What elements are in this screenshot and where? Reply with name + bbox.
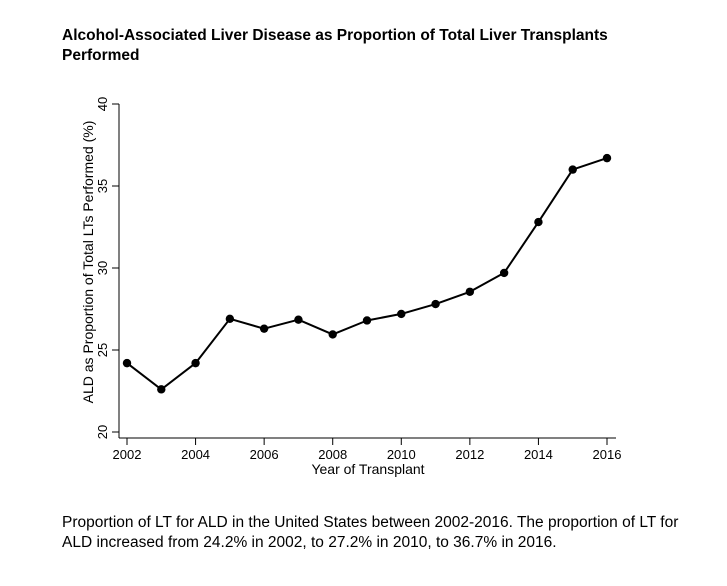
- data-point: [157, 385, 166, 394]
- x-axis-ticks: 2002 2004 2006 2008 2010 2012 2014 2016: [113, 438, 622, 462]
- y-tick-label: 20: [95, 425, 110, 439]
- y-axis-label: ALD as Proportion of Total LTs Performed…: [80, 121, 96, 404]
- y-tick-label: 30: [95, 261, 110, 275]
- data-point: [568, 165, 577, 174]
- data-point: [534, 217, 543, 227]
- data-point: [294, 315, 303, 324]
- x-tick-label: 2010: [387, 447, 416, 462]
- data-point: [431, 299, 440, 309]
- data-point: [259, 324, 269, 333]
- x-tick-label: 2012: [455, 447, 484, 462]
- x-tick-label: 2008: [318, 447, 347, 462]
- y-axis-ticks: 20 25 30 35 40: [95, 97, 119, 439]
- data-series: [122, 153, 612, 394]
- series-line: [126, 157, 608, 391]
- y-tick-label: 25: [95, 343, 110, 357]
- x-tick-label: 2014: [524, 447, 553, 462]
- data-point: [328, 330, 337, 339]
- x-tick-label: 2004: [181, 447, 210, 462]
- y-tick-label: 40: [95, 97, 110, 111]
- x-axis-label: Year of Transplant: [311, 461, 424, 477]
- data-point: [122, 358, 132, 368]
- data-point: [397, 309, 406, 319]
- data-point: [191, 358, 200, 368]
- data-point: [465, 287, 475, 296]
- x-tick-label: 2002: [113, 447, 142, 462]
- data-point: [362, 316, 372, 325]
- data-point: [602, 153, 612, 163]
- data-point: [499, 268, 509, 278]
- figure-caption: Proportion of LT for ALD in the United S…: [62, 514, 679, 551]
- chart-title: Alcohol-Associated Liver Disease as Prop…: [62, 27, 608, 64]
- x-tick-label: 2006: [250, 447, 279, 462]
- y-tick-label: 35: [95, 179, 110, 193]
- x-tick-label: 2016: [593, 447, 622, 462]
- plot-area: [118, 104, 616, 439]
- data-point: [225, 314, 235, 324]
